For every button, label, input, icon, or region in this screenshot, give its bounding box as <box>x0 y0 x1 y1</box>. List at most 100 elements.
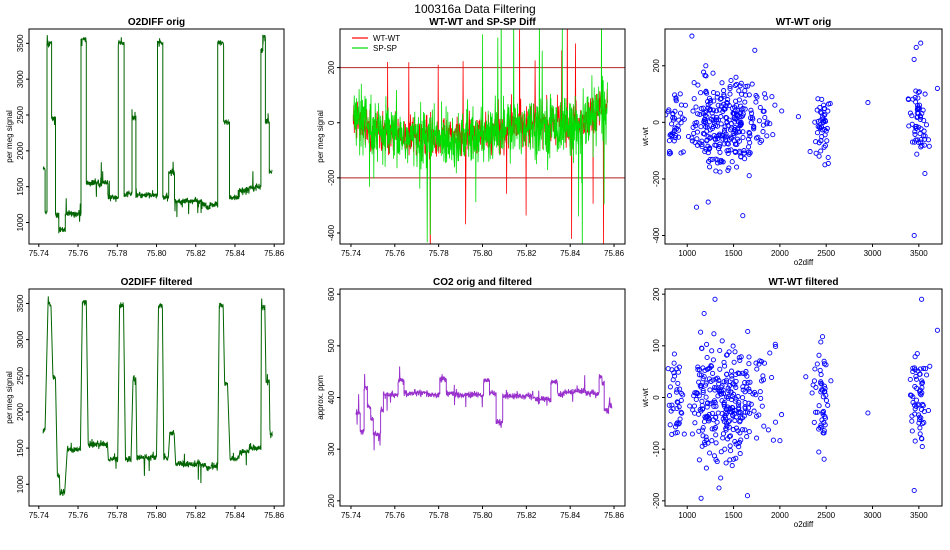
scatter-point <box>921 117 927 124</box>
chart-panel-p5: CO2 orig and filtered 75.74 75.76 75.78 75.8… <box>316 277 626 520</box>
scatter-point <box>710 70 716 76</box>
scatter-point <box>719 383 725 389</box>
scatter-point <box>745 380 751 386</box>
scatter-point <box>912 411 918 417</box>
scatter-point <box>730 381 736 387</box>
y-tick-label: 1000 <box>16 475 25 493</box>
scatter-point <box>865 410 871 416</box>
scatter-point <box>689 33 695 39</box>
scatter-point <box>674 405 680 412</box>
chart-title: WT-WT filtered <box>769 277 839 288</box>
scatter-point <box>723 420 730 426</box>
scatter-point <box>732 408 738 414</box>
scatter-point <box>773 343 779 350</box>
y-tick-label: 500 <box>327 339 336 353</box>
scatter-point <box>738 103 744 109</box>
scatter-point <box>762 114 768 121</box>
scatter-point <box>675 369 681 375</box>
scatter-point <box>693 204 700 210</box>
legend-label: SP-SP <box>373 44 397 53</box>
scatter-point <box>701 119 707 125</box>
scatter-point <box>816 403 822 409</box>
scatter-point <box>738 114 744 120</box>
scatter-point <box>734 116 740 122</box>
x-tick-label: 2500 <box>817 511 835 520</box>
scatter-point <box>823 362 829 368</box>
scatter-point <box>759 403 765 409</box>
scatter-point <box>926 143 932 149</box>
scatter-point <box>667 384 673 390</box>
scatter-point <box>818 339 824 345</box>
scatter-point <box>725 141 731 147</box>
scatter-point <box>721 92 727 98</box>
scatter-point <box>734 81 740 87</box>
scatter-point <box>825 108 831 114</box>
scatter-point <box>731 115 737 121</box>
scatter-point <box>718 121 724 127</box>
scatter-point <box>723 460 729 466</box>
scatter-point <box>738 437 744 443</box>
x-tick-label: 1000 <box>678 511 696 520</box>
scatter-point <box>720 435 726 441</box>
scatter-point <box>820 116 826 122</box>
scatter-point <box>820 408 827 414</box>
scatter-point <box>673 98 679 104</box>
scatter-point <box>693 390 699 396</box>
scatter-point <box>673 424 679 430</box>
scatter-point <box>696 457 702 463</box>
scatter-point <box>745 405 751 411</box>
x-tick-label: 2500 <box>817 249 835 258</box>
scatter-point <box>694 142 700 148</box>
scatter-point <box>919 296 925 302</box>
scatter-point <box>670 117 677 123</box>
scatter-point <box>819 334 826 340</box>
scatter-point <box>717 347 723 354</box>
scatter-point <box>913 137 919 143</box>
scatter-point <box>922 133 928 139</box>
scatter-point <box>760 373 766 379</box>
scatter-point <box>706 146 712 152</box>
x-tick-label: 75.82 <box>186 249 207 258</box>
scatter-point <box>725 97 731 103</box>
scatter-point <box>726 418 733 424</box>
scatter-point <box>726 424 732 430</box>
scatter-point <box>739 415 746 421</box>
scatter-point <box>825 160 831 166</box>
scatter-point <box>740 213 746 219</box>
legend-label: WT-WT <box>373 34 400 43</box>
scatter-point <box>916 420 922 426</box>
scatter-point <box>737 451 743 457</box>
x-axis-label: o2diff <box>794 520 814 529</box>
scatter-point <box>919 378 925 384</box>
scatter-point <box>707 134 713 140</box>
scatter-point <box>715 102 721 108</box>
scatter-point <box>715 410 721 416</box>
scatter-point <box>822 143 828 149</box>
scatter-point <box>912 131 918 137</box>
y-tick-label: 0 <box>327 120 336 125</box>
scatter-point <box>727 86 733 92</box>
scatter-point <box>707 107 713 113</box>
scatter-point <box>704 366 711 372</box>
scatter-point <box>703 88 709 94</box>
x-tick-label: 2000 <box>771 511 789 520</box>
scatter-point <box>672 125 678 131</box>
scatter-point <box>677 386 683 392</box>
scatter-point <box>711 384 718 391</box>
scatter-point <box>671 138 677 144</box>
scatter-point <box>746 400 752 406</box>
scatter-point <box>736 88 742 94</box>
x-tick-label: 75.76 <box>68 249 89 258</box>
scatter-point <box>738 119 744 125</box>
scatter-point <box>744 493 751 499</box>
scatter-point <box>727 83 733 90</box>
scatter-point <box>751 123 757 129</box>
scatter-point <box>732 141 739 147</box>
scatter-point <box>703 394 709 400</box>
scatter-point <box>705 102 711 108</box>
scatter-point <box>934 327 940 333</box>
scatter-point <box>689 431 695 437</box>
scatter-point <box>918 40 924 46</box>
